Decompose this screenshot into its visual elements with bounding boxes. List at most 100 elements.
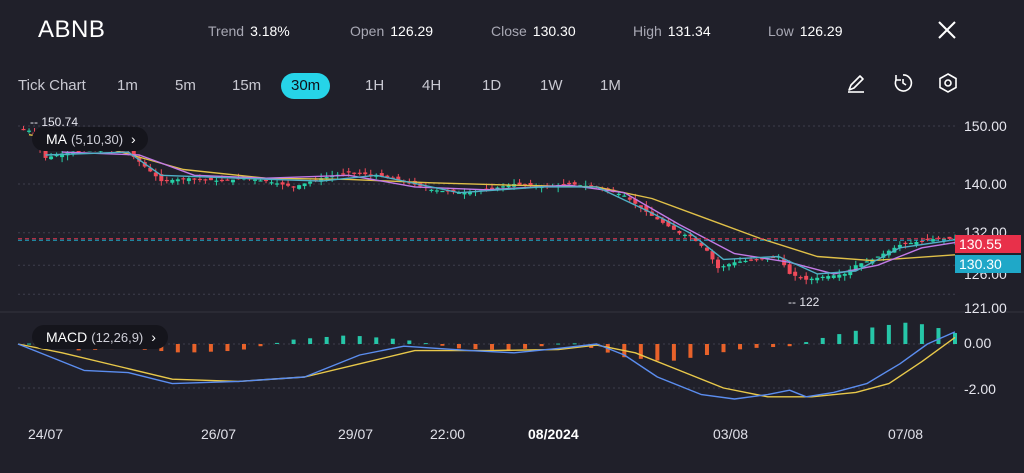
- candle-body: [567, 182, 572, 185]
- candle-body: [396, 176, 401, 180]
- candle-body: [760, 258, 765, 260]
- timeframe-1w[interactable]: 1W: [540, 77, 563, 94]
- candle-body: [947, 236, 952, 239]
- candle-body: [341, 173, 346, 175]
- min-price-annotation: -- 122: [788, 295, 820, 309]
- macd-histogram-bar: [787, 344, 792, 347]
- timeframe-1h[interactable]: 1H: [365, 77, 385, 94]
- candle-body: [170, 179, 175, 183]
- candle-body: [881, 253, 886, 258]
- candle-body: [148, 167, 153, 172]
- candle-body: [440, 190, 445, 193]
- stat-value: 130.30: [532, 23, 576, 39]
- candle-body: [385, 175, 390, 178]
- candle-body: [561, 183, 566, 186]
- macd-histogram-bar: [390, 338, 395, 344]
- candle-body: [908, 242, 913, 245]
- candle-body: [820, 276, 825, 278]
- candle-body: [848, 269, 853, 276]
- candle-body: [269, 182, 274, 184]
- candle-body: [815, 277, 820, 281]
- macd-histogram-bar: [671, 344, 676, 361]
- candle-body: [655, 216, 660, 220]
- candle-body: [677, 231, 682, 234]
- timeframe-5m[interactable]: 5m: [175, 77, 196, 94]
- stat-value: 126.29: [390, 23, 434, 39]
- candle-body: [638, 205, 643, 208]
- candle-body: [21, 128, 26, 131]
- candle-body: [633, 198, 638, 204]
- candle-body: [186, 178, 191, 182]
- stat-label: Trend: [208, 23, 245, 39]
- candle-body: [374, 175, 379, 177]
- macd-histogram-bar: [490, 344, 495, 350]
- candle-body: [214, 180, 219, 182]
- candle-body: [589, 185, 594, 187]
- macd-line: [17, 331, 956, 400]
- macd-histogram-bar: [440, 344, 445, 346]
- timeframe-1m[interactable]: 1m: [117, 77, 138, 94]
- settings-hexagon-icon[interactable]: [937, 72, 959, 94]
- candle-body: [286, 183, 291, 186]
- candle-body: [517, 182, 522, 185]
- candle-body: [853, 265, 858, 271]
- macd-histogram-bar: [258, 344, 263, 347]
- macd-indicator-pill[interactable]: MACD (12,26,9) ›: [32, 325, 168, 349]
- macd-histogram-bar: [771, 344, 776, 348]
- ma5-line: [45, 151, 956, 275]
- candle-body: [754, 259, 759, 261]
- macd-histogram-bar: [820, 337, 825, 344]
- timeframe-15m[interactable]: 15m: [232, 77, 262, 94]
- timeframe-1d[interactable]: 1D: [482, 77, 502, 94]
- macd-histogram-bar: [341, 335, 346, 344]
- candle-body: [699, 242, 704, 246]
- stat-high: High 131.34: [633, 23, 711, 39]
- x-tick-label: 24/07: [28, 426, 64, 442]
- macd-histogram-bar: [853, 330, 858, 344]
- stat-label: Close: [491, 23, 527, 39]
- clock-icon[interactable]: [892, 72, 914, 94]
- candle-body: [297, 185, 302, 189]
- candle-body: [671, 225, 676, 230]
- close-icon[interactable]: [934, 17, 960, 43]
- macd-histogram-bar: [919, 324, 924, 344]
- macd-params: (12,26,9): [91, 330, 144, 345]
- stat-value: 3.18%: [250, 23, 290, 39]
- candle-body: [627, 197, 632, 200]
- candle-body: [490, 187, 495, 189]
- macd-histogram-bar: [870, 327, 875, 344]
- stat-label: Low: [768, 23, 794, 39]
- macd-histogram-bar: [423, 343, 428, 345]
- candle-body: [43, 148, 48, 158]
- candle-body: [897, 244, 902, 248]
- stat-value: 126.29: [799, 23, 843, 39]
- macd-y-tick-label: -2.00: [964, 381, 996, 397]
- ma30-line: [28, 134, 956, 262]
- macd-histogram-bar: [886, 324, 891, 344]
- draw-pen-icon[interactable]: [845, 72, 867, 94]
- candle-body: [842, 273, 847, 276]
- timeframe-4h[interactable]: 4H: [422, 77, 442, 94]
- timeframe-30m[interactable]: 30m: [281, 73, 331, 99]
- candle-body: [826, 276, 831, 279]
- candle-body: [682, 234, 687, 236]
- macd-histogram-bar: [936, 328, 941, 344]
- stat-open: Open 126.29: [350, 23, 433, 39]
- stat-low: Low 126.29: [768, 23, 843, 39]
- ma-indicator-pill[interactable]: MA (5,10,30) ›: [32, 127, 148, 151]
- candle-body: [27, 130, 32, 132]
- stat-value: 131.34: [667, 23, 711, 39]
- candle-body: [462, 192, 467, 195]
- candle-body: [919, 240, 924, 243]
- timeframe-tick-chart[interactable]: Tick Chart: [18, 77, 86, 94]
- price-chart[interactable]: [0, 100, 1024, 425]
- timeframe-1mo[interactable]: 1M: [600, 77, 621, 94]
- candle-body: [727, 264, 732, 267]
- candle-body: [219, 179, 224, 182]
- candle-body: [798, 277, 803, 279]
- candle-body: [54, 155, 59, 157]
- candle-body: [264, 179, 269, 182]
- close-price-tag: 130.30: [955, 255, 1021, 273]
- candle-body: [467, 191, 472, 195]
- ma10-line: [62, 151, 956, 275]
